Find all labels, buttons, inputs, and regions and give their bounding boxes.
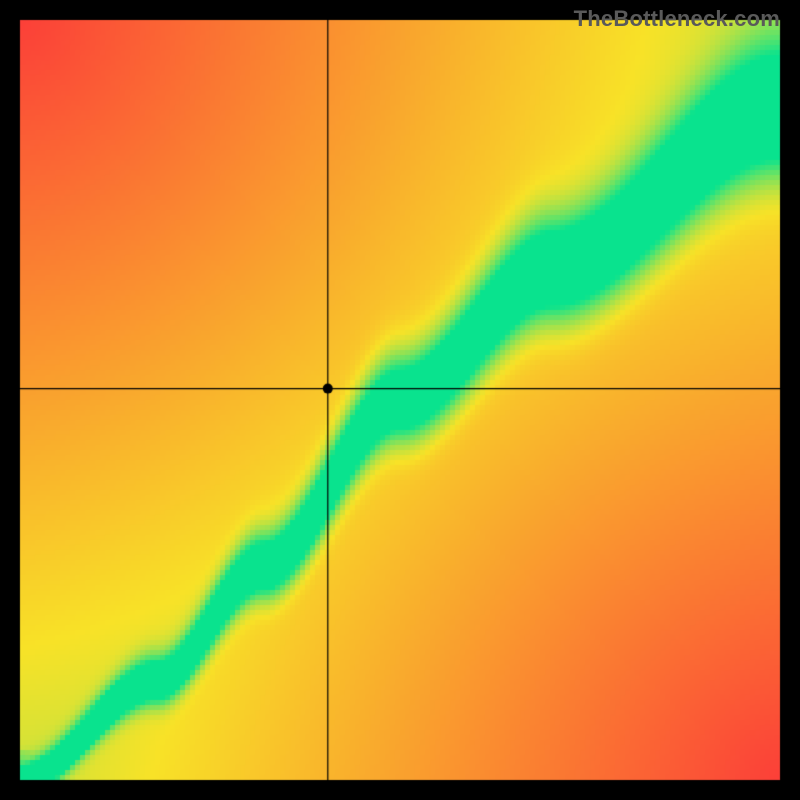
chart-container: TheBottleneck.com <box>0 0 800 800</box>
watermark-text: TheBottleneck.com <box>574 6 780 32</box>
heatmap-canvas <box>0 0 800 800</box>
